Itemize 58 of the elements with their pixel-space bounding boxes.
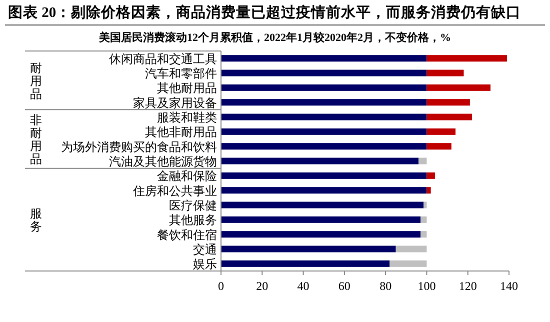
text: 非耐用品 — [30, 113, 42, 166]
bar — [426, 84, 490, 91]
chart-subtitle: 美国居民消费滚动12个月累积值，2022年1月较2020年2月，不变价格，% — [98, 31, 451, 44]
y-tick-label: 金融和保险 — [157, 169, 217, 184]
bar — [221, 55, 427, 62]
bar — [396, 246, 427, 252]
y-tick-label: 其他非耐用品 — [145, 125, 217, 140]
x-tick-label: 20 — [256, 279, 268, 293]
bar — [221, 246, 396, 252]
x-tick-label: 100 — [418, 279, 436, 293]
bar — [221, 202, 424, 208]
x-tick-label: 40 — [297, 279, 310, 293]
bar — [420, 216, 427, 223]
bar — [221, 84, 427, 91]
y-tick-label: 休闲商品和交通工具 — [109, 52, 217, 66]
bar — [426, 172, 435, 179]
text: 服务 — [30, 206, 42, 234]
bar — [221, 158, 418, 164]
bar — [221, 260, 390, 267]
bar — [221, 99, 427, 106]
bar — [426, 99, 470, 106]
x-tick-label: 140 — [500, 279, 518, 293]
bar — [221, 216, 421, 223]
bar — [221, 70, 427, 76]
bar — [418, 158, 427, 164]
bar — [426, 114, 472, 120]
bar — [426, 55, 507, 62]
y-tick-label: 其他耐用品 — [157, 81, 217, 96]
y-tick-label: 汽油及其他能源货物 — [109, 154, 217, 168]
bar — [426, 187, 431, 194]
y-tick-label: 服装和鞋类 — [157, 110, 217, 124]
y-tick-label: 交通 — [193, 242, 217, 256]
x-tick-label: 80 — [380, 279, 392, 293]
y-tick-label: 医疗保健 — [169, 198, 217, 212]
bar — [426, 128, 456, 135]
y-tick-label: 家具及家用设备 — [133, 96, 217, 110]
y-tick-label: 餐饮和住宿 — [157, 228, 217, 242]
y-tick-label: 为场外消费购买的食品和饮料 — [61, 140, 217, 154]
bar — [221, 187, 427, 194]
bar — [221, 172, 427, 179]
y-tick-label: 其他服务 — [169, 213, 217, 228]
x-tick-label: 120 — [458, 279, 477, 293]
y-tick-label: 住房和公共事业 — [132, 184, 217, 198]
bar — [424, 202, 427, 208]
bar — [390, 260, 427, 267]
y-tick-label: 娱乐 — [193, 257, 217, 272]
bar — [221, 114, 427, 120]
bar — [221, 143, 427, 150]
bar — [221, 128, 427, 135]
x-tick-label: 60 — [338, 279, 350, 293]
bar — [420, 231, 427, 238]
bar — [426, 143, 452, 150]
x-tick-label: 0 — [218, 279, 224, 293]
text: 耐用品 — [30, 60, 42, 101]
y-tick-label: 汽车和零部件 — [145, 66, 217, 80]
bar — [426, 70, 464, 76]
bar — [221, 231, 421, 238]
chart-title: 图表 20：剔除价格因素，商品消费量已超过疫情前水平，而服务消费仍有缺口 — [8, 3, 522, 21]
